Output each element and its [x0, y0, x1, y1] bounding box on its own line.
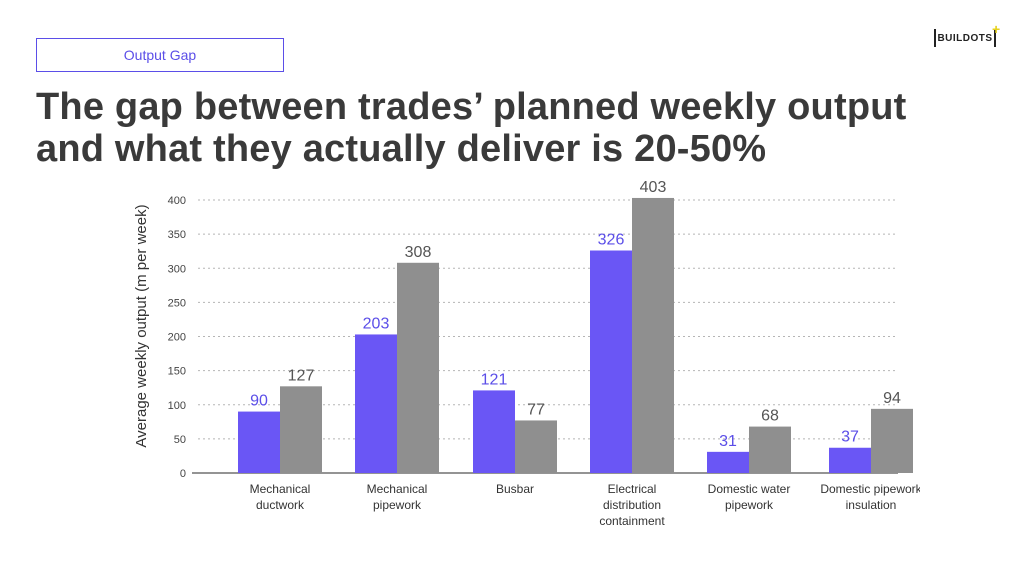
y-tick-label: 350 [168, 229, 186, 241]
logo-plus-icon: + [992, 21, 1001, 37]
bar-planned [871, 408, 913, 473]
data-label-actual: 90 [250, 393, 268, 410]
buildots-logo: BUILDOTS + [934, 21, 1000, 48]
y-tick-label: 50 [174, 434, 186, 446]
x-category-label: Mechanical ductwork [250, 482, 311, 512]
y-tick-label: 0 [180, 468, 186, 480]
section-tag-label: Output Gap [123, 47, 197, 63]
bar-actual [355, 334, 397, 473]
x-category-label: Domestic pipework insulation [820, 482, 920, 512]
bar-planned [397, 262, 439, 473]
y-tick-label: 150 [168, 366, 186, 378]
x-category-label: Busbar [496, 482, 534, 496]
data-label-actual: 326 [598, 232, 625, 249]
bar-planned [749, 426, 791, 473]
data-label-planned: 94 [883, 390, 901, 407]
y-tick-label: 100 [168, 400, 186, 412]
x-category-label: Domestic water pipework [708, 482, 791, 512]
y-tick-label: 200 [168, 332, 186, 344]
bar-planned [632, 197, 674, 473]
bar-planned [515, 420, 557, 473]
data-label-planned: 77 [527, 401, 545, 418]
data-label-planned: 127 [288, 367, 315, 384]
bar-planned [280, 386, 322, 473]
y-tick-label: 400 [168, 195, 186, 207]
data-label-actual: 31 [719, 433, 737, 450]
data-label-planned: 308 [405, 244, 432, 261]
bar-actual [707, 451, 749, 473]
bar-actual [829, 447, 871, 473]
bar-actual [473, 390, 515, 473]
data-label-planned: 68 [761, 408, 779, 425]
bar-actual [590, 250, 632, 473]
page-title-line-2: and what they actually deliver is 20-50% [36, 128, 767, 170]
data-label-actual: 203 [363, 315, 390, 332]
y-axis-label: Average weekly output (m per week) [133, 204, 150, 447]
bar-chart: Average weekly output (m per week) 0 50 10… [133, 179, 920, 528]
y-tick-label: 300 [168, 263, 186, 275]
x-category-label: Electrical distribution containment [599, 482, 665, 528]
page-title-line-1: The gap between trades’ planned weekly o… [36, 86, 907, 128]
section-tag: Output Gap [36, 38, 284, 72]
page-title: The gap between trades’ planned weekly o… [36, 86, 966, 170]
y-tick-label: 250 [168, 297, 186, 309]
x-category-label: Mechanical pipework [367, 482, 428, 512]
logo-wordmark: BUILDOTS [934, 29, 996, 47]
data-label-planned: 403 [640, 179, 667, 196]
bar-actual [238, 411, 280, 473]
data-label-actual: 37 [841, 429, 859, 446]
data-label-actual: 121 [481, 371, 508, 388]
